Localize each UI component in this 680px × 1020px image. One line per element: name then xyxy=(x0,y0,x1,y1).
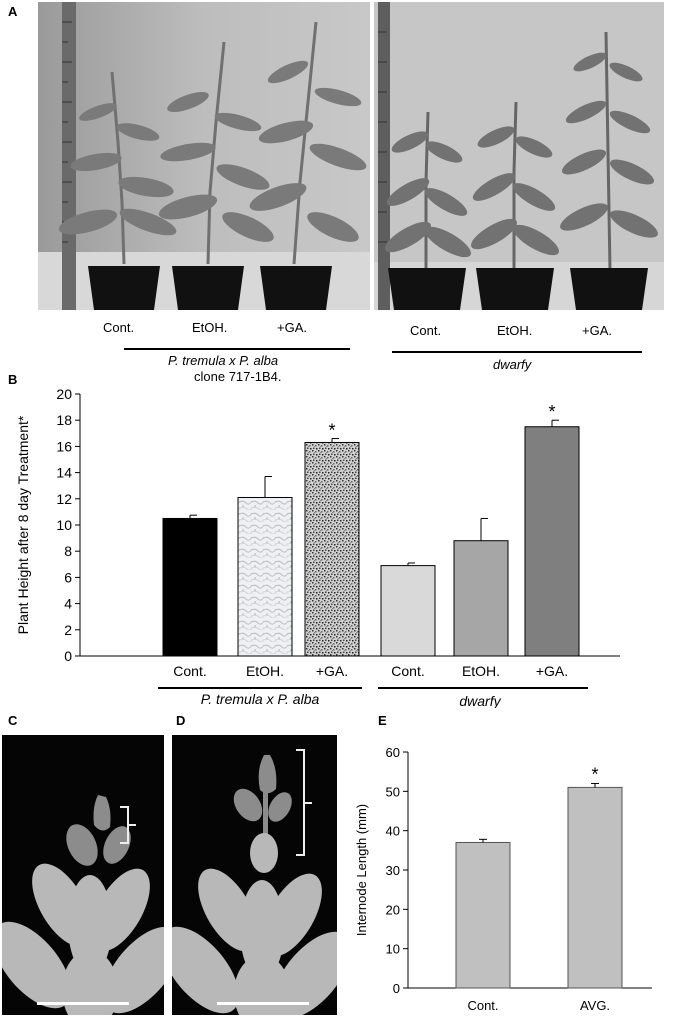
photo-a-right xyxy=(374,2,664,310)
photo-d-graphic xyxy=(172,735,337,1015)
chart-e-ytick-label: 40 xyxy=(386,824,400,839)
a-right-label-etoh: EtOH. xyxy=(497,323,533,338)
chart-b-ytick-label: 8 xyxy=(64,543,72,559)
chart-b-bar xyxy=(304,441,360,657)
chart-e-ytick-label: 60 xyxy=(386,745,400,760)
chart-e-ytick-label: 50 xyxy=(386,784,400,799)
chart-b-ytick-label: 16 xyxy=(56,438,72,454)
chart-e-ytick-label: 0 xyxy=(393,981,400,996)
a-left-group-name-italic: P. tremula x P. alba xyxy=(168,353,279,368)
chart-b-bar xyxy=(380,565,436,657)
chart-b-ytick-label: 12 xyxy=(56,491,72,507)
chart-e-ytick-label: 20 xyxy=(386,902,400,917)
a-right-group-line xyxy=(392,351,642,353)
chart-b-category-label: EtOH. xyxy=(246,663,284,679)
chart-b-group-1-name-italic: P. tremula x P. alba xyxy=(201,691,320,707)
chart-b-ytick-label: 6 xyxy=(64,569,72,585)
chart-b-ytick-label: 18 xyxy=(56,412,72,428)
chart-b-significance-star: * xyxy=(328,421,335,441)
chart-b-ytick-label: 4 xyxy=(64,596,72,612)
photo-a-right-graphic xyxy=(374,2,664,310)
chart-e-bar xyxy=(567,786,623,989)
a-left-group-line xyxy=(124,348,350,350)
chart-e-ylabel: Internode Length (mm) xyxy=(354,804,369,936)
chart-e-ytick-label: 10 xyxy=(386,942,400,957)
chart-b-ytick-label: 0 xyxy=(64,648,72,664)
panel-b-letter: B xyxy=(8,372,18,387)
panel-d-letter: D xyxy=(176,713,186,728)
chart-b: 0 2 4 6 8 10 12 14 16 18 20 Plant Height after 8 da… xyxy=(15,386,620,708)
chart-b-ytick-label: 20 xyxy=(56,386,72,402)
a-left-label-ga: +GA. xyxy=(277,320,307,335)
a-right-label-cont: Cont. xyxy=(410,323,442,338)
chart-b-group-1-name-plain: clone 717-1B4. xyxy=(213,707,307,708)
panel-e-letter: E xyxy=(378,713,387,728)
chart-e-bar xyxy=(455,841,511,989)
chart-b-bar xyxy=(524,426,580,657)
chart-b-category-label: EtOH. xyxy=(462,663,500,679)
photo-a-left xyxy=(38,2,370,310)
a-left-group-name-plain: clone 717-1B4. xyxy=(194,369,282,384)
photo-d xyxy=(172,735,337,1015)
chart-b-significance-star: * xyxy=(548,402,555,422)
chart-b-ytick-label: 14 xyxy=(56,465,72,481)
chart-b-bar xyxy=(453,540,509,657)
chart-b-group-2-name-italic: dwarfy xyxy=(459,693,501,708)
photo-c-graphic xyxy=(2,735,164,1015)
chart-b-ytick-label: 10 xyxy=(56,517,72,533)
a-right-label-ga: +GA. xyxy=(582,323,612,338)
chart-e-category-label: Cont. xyxy=(467,998,498,1013)
chart-b-category-label: +GA. xyxy=(316,663,348,679)
photo-a-left-graphic xyxy=(38,2,370,310)
chart-b-bar xyxy=(237,496,293,657)
photo-c xyxy=(2,735,164,1015)
chart-b-category-label: Cont. xyxy=(391,663,424,679)
chart-b-category-label: Cont. xyxy=(173,663,206,679)
chart-b-bar xyxy=(162,517,218,657)
a-left-label-cont: Cont. xyxy=(103,320,135,335)
chart-b-ytick-label: 2 xyxy=(64,622,72,638)
chart-e-category-label: AVG. xyxy=(580,998,610,1013)
a-left-label-etoh: EtOH. xyxy=(192,320,228,335)
a-right-group-name-italic: dwarfy xyxy=(493,357,532,372)
panel-c-letter: C xyxy=(8,713,18,728)
chart-b-category-label: +GA. xyxy=(536,663,568,679)
chart-e-ytick-label: 30 xyxy=(386,863,400,878)
chart-b-ylabel: Plant Height after 8 day Treatment* xyxy=(15,415,31,634)
chart-e: 0 10 20 30 40 50 60 Internode Length (mm) Cont. *… xyxy=(354,745,652,1013)
chart-e-significance-star: * xyxy=(591,764,598,784)
panel-a-letter: A xyxy=(8,4,18,19)
